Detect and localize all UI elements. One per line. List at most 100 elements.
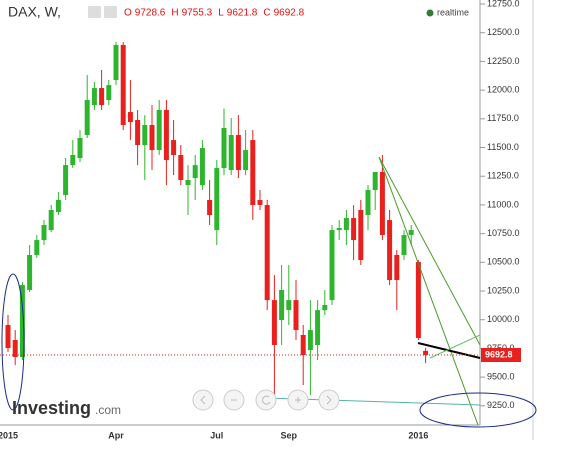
candle-body (365, 189, 371, 216)
candle-body (315, 310, 321, 345)
candle-body (343, 218, 349, 231)
status: realtime (437, 7, 469, 17)
candle-body (264, 205, 270, 301)
trend-line (429, 334, 481, 359)
candle-body (12, 340, 18, 358)
y-tick-label: 11750.0 (487, 113, 519, 123)
trend-line (378, 156, 479, 426)
zoom-controls (192, 389, 340, 411)
brand: Investing (12, 398, 91, 418)
logo: Investing .com (12, 398, 121, 418)
ohlc-label: C (263, 8, 270, 19)
y-tick-label: 10250.0 (487, 285, 520, 295)
candle-body (178, 154, 184, 181)
y-tick-label: 11000.0 (487, 199, 519, 209)
icon[interactable] (88, 6, 101, 18)
highlight-ellipse (1, 273, 25, 411)
scroll-left[interactable] (192, 389, 214, 411)
candle-body (27, 254, 33, 290)
y-tick-label: 9750.0 (487, 343, 515, 353)
x-tick-label: Apr (108, 430, 124, 440)
candle-body (199, 147, 205, 186)
candle-body (415, 261, 421, 338)
ohlc-label: O (124, 8, 132, 19)
candle-body (207, 199, 213, 216)
candle-body (149, 125, 155, 151)
candle-body (106, 85, 112, 100)
candle-body (77, 137, 83, 159)
y-tick-label: 12250.0 (487, 56, 520, 66)
y-tick-label: 12500.0 (487, 27, 520, 37)
y-tick-label: 11250.0 (487, 171, 519, 181)
x-tick-label: 2016 (408, 430, 428, 440)
plot (5, 42, 429, 396)
candle-body (235, 135, 241, 171)
candle-body (55, 199, 61, 213)
candle-body (351, 218, 357, 241)
reset[interactable] (255, 389, 277, 411)
candle-body (19, 285, 25, 358)
candle-body (379, 171, 385, 236)
y-tick-label: 10500.0 (487, 257, 520, 267)
candle-body (293, 300, 299, 331)
candle-body (113, 45, 119, 81)
ohlc-value: 9728.6 (135, 8, 166, 19)
candle-body (34, 240, 40, 255)
candle-body (214, 168, 220, 231)
candle-body (423, 350, 429, 355)
candle-body (307, 330, 313, 351)
candle-body (322, 305, 328, 311)
candle-body (84, 99, 90, 136)
y-tick-label: 12000.0 (487, 84, 520, 94)
candle-body (120, 45, 126, 126)
candle-body (185, 180, 191, 186)
candle-body (135, 119, 141, 145)
candle-body (163, 109, 169, 161)
scroll-right[interactable] (318, 389, 340, 411)
candle-body (48, 209, 54, 231)
y-tick-label: 12750.0 (487, 0, 520, 8)
candle-body (401, 235, 407, 255)
trend-line (417, 342, 481, 359)
brand-suffix: .com (95, 403, 121, 417)
candle-body (408, 230, 414, 236)
x-tick-label: Sep (281, 430, 298, 440)
candle-body (250, 140, 256, 206)
y-tick-label: 11500.0 (487, 142, 519, 152)
x-tick-label: 2015 (0, 430, 18, 440)
ohlc-label: L (218, 8, 224, 19)
candle-body (336, 227, 342, 231)
candle-body (271, 300, 277, 345)
candle-body (228, 135, 234, 171)
candle-body (142, 125, 148, 145)
ohlc-label: H (171, 8, 178, 19)
ohlc-value: 9621.8 (227, 8, 258, 19)
candle-body (91, 88, 97, 106)
annotations (1, 156, 537, 428)
y-tick-label: 9250.0 (487, 400, 515, 410)
chart-title: DAX, W, (8, 4, 61, 20)
price-tag (481, 347, 521, 362)
candle-body (257, 199, 263, 205)
y-tick-label: 10000.0 (487, 314, 520, 324)
candle-body (5, 325, 11, 349)
candle-body (329, 230, 335, 301)
candle-body (243, 150, 249, 171)
candle-body (127, 112, 133, 123)
candle-body (286, 300, 292, 311)
x-tick-label: Jul (210, 430, 223, 440)
candle-body (41, 225, 47, 241)
icon[interactable] (104, 6, 117, 18)
candle-body (279, 289, 285, 321)
candle-body (70, 154, 76, 166)
candle-body (300, 334, 306, 356)
status-dot (426, 9, 434, 17)
candle-body (63, 165, 69, 196)
candle-body (171, 140, 177, 155)
y-tick-label: 10750.0 (487, 228, 520, 238)
candle-body (221, 128, 227, 169)
reset-icon (262, 395, 271, 405)
candle-body (358, 209, 364, 261)
